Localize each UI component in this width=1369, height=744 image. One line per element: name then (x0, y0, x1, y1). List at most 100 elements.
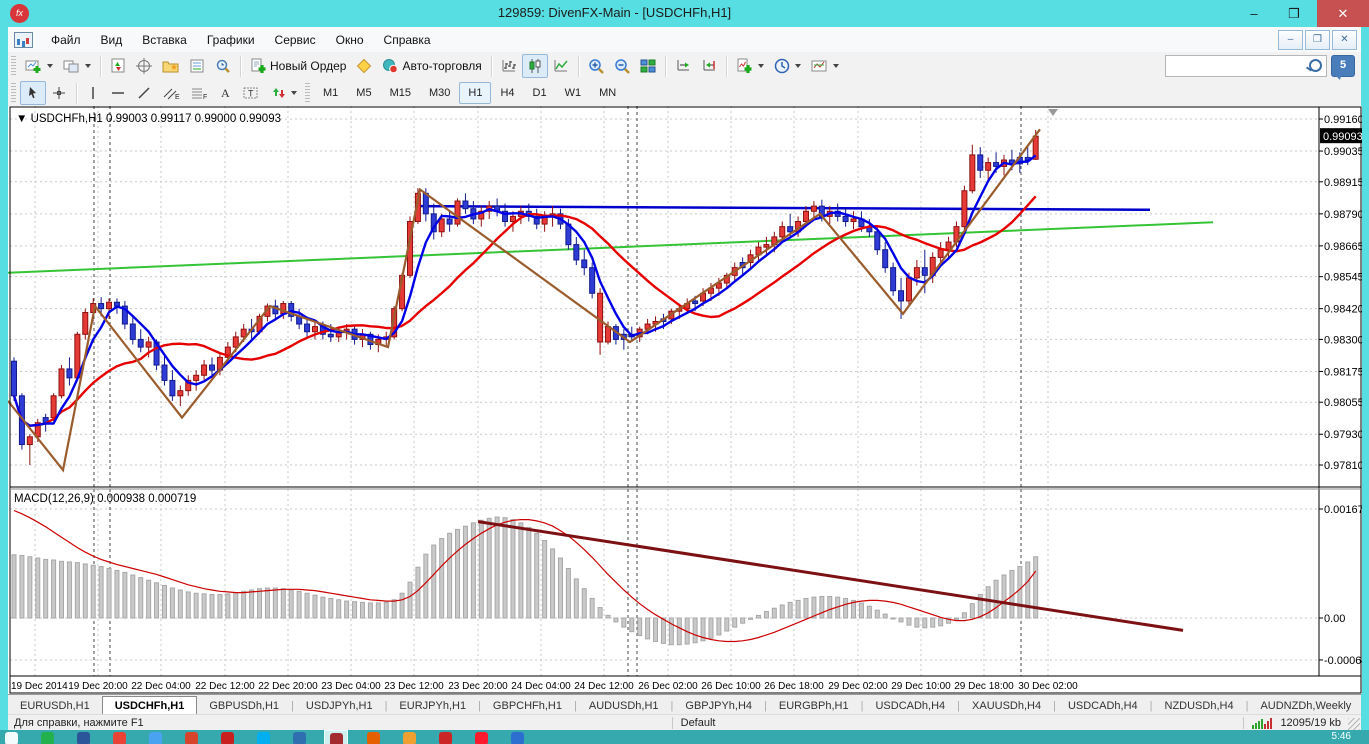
menu-item-Сервис[interactable]: Сервис (265, 29, 326, 51)
metaeditor-button[interactable] (351, 54, 377, 78)
cursor-tool-button[interactable] (20, 81, 46, 105)
market-watch-button[interactable] (105, 54, 131, 78)
search-icon[interactable] (1309, 59, 1322, 72)
taskbar-store-icon[interactable] (36, 730, 58, 744)
taskbar-word-icon[interactable] (72, 730, 94, 744)
taskbar-denwer-icon[interactable] (180, 730, 202, 744)
timeframe-MN-button[interactable]: MN (590, 82, 625, 104)
chart-shift-button[interactable] (696, 54, 722, 78)
indicators-button[interactable] (731, 54, 769, 78)
toolbar-handle[interactable] (305, 83, 310, 103)
profiles-button[interactable] (58, 54, 96, 78)
auto-scroll-button[interactable] (670, 54, 696, 78)
toolbar-handle[interactable] (11, 83, 16, 103)
timeframe-W1-button[interactable]: W1 (556, 82, 591, 104)
chart-line-button[interactable] (548, 54, 574, 78)
vertical-line-tool-button[interactable] (81, 81, 105, 105)
taskbar-amber-app-icon[interactable] (398, 730, 420, 744)
strategy-tester-button[interactable] (210, 54, 236, 78)
trendline-tool-button[interactable] (131, 81, 157, 105)
toolbar-handle[interactable] (11, 56, 16, 76)
taskbar-antivirus-icon[interactable] (216, 730, 238, 744)
window-close-button[interactable]: ✕ (1317, 0, 1369, 27)
dropdown-arrow-icon[interactable] (47, 64, 53, 68)
chart-tab-USDJPYh,H1[interactable]: USDJPYh,H1 (294, 697, 385, 715)
chart-tab-USDCADh,H4[interactable]: USDCADh,H4 (1056, 697, 1150, 715)
window-maximize-button[interactable]: ❒ (1275, 0, 1313, 27)
menu-item-Графики[interactable]: Графики (197, 29, 265, 51)
channel-tool-button[interactable]: E (157, 81, 185, 105)
terminal-button[interactable] (184, 54, 210, 78)
timeframe-M15-button[interactable]: M15 (381, 82, 420, 104)
chart-tab-EURJPYh,H1[interactable]: EURJPYh,H1 (387, 697, 478, 715)
chart-bars-button[interactable] (496, 54, 522, 78)
menu-item-Вставка[interactable]: Вставка (132, 29, 197, 51)
tile-windows-button[interactable] (635, 54, 661, 78)
dropdown-arrow-icon[interactable] (85, 64, 91, 68)
taskbar-drive-icon[interactable] (144, 730, 166, 744)
chart-area[interactable]: 0.991600.990350.989150.987900.986650.985… (8, 106, 1362, 694)
search-input[interactable] (1169, 57, 1308, 75)
text-tool-button[interactable]: A (213, 81, 237, 105)
chart-tab-EURGBPh,H1[interactable]: EURGBPh,H1 (767, 697, 861, 715)
menu-item-Окно[interactable]: Окно (326, 29, 374, 51)
taskbar-chrome-icon[interactable] (108, 730, 130, 744)
symbol-ohlc-label[interactable]: ▼ USDCHFh,H1 0.99003 0.99117 0.99000 0.9… (16, 113, 281, 125)
chart-tab-GBPJPYh,H4[interactable]: GBPJPYh,H4 (673, 697, 764, 715)
status-profile-text[interactable]: Default (681, 717, 716, 729)
dropdown-arrow-icon[interactable] (795, 64, 801, 68)
notifications-button[interactable]: 5 (1331, 55, 1355, 77)
periods-button[interactable] (769, 54, 806, 78)
autotrading-button[interactable]: Авто-торговля (377, 54, 486, 78)
timeframe-H1-button[interactable]: H1 (459, 82, 491, 104)
child-restore-button[interactable]: ❒ (1305, 30, 1330, 50)
window-minimize-button[interactable]: – (1235, 0, 1273, 27)
data-window-button[interactable] (131, 54, 157, 78)
timeframe-D1-button[interactable]: D1 (524, 82, 556, 104)
chart-window-icon[interactable] (14, 32, 33, 48)
chart-tab-AUDUSDh,H1[interactable]: AUDUSDh,H1 (577, 697, 671, 715)
chart-tab-GBPUSDh,H1[interactable]: GBPUSDh,H1 (197, 697, 291, 715)
taskbar-start-icon[interactable] (0, 730, 22, 744)
chart-tab-AUDNZDh,Weekly[interactable]: AUDNZDh,Weekly (1248, 697, 1363, 715)
chart-tab-USDCHFh,H1[interactable]: USDCHFh,H1 (102, 696, 198, 715)
taskbar-metatrader-icon[interactable] (324, 730, 348, 744)
timeframe-M5-button[interactable]: M5 (347, 82, 380, 104)
timeframe-M30-button[interactable]: M30 (420, 82, 459, 104)
chart-tab-USDCADh,H4[interactable]: USDCADh,H4 (863, 697, 957, 715)
chart-candles-button[interactable] (522, 54, 548, 78)
timeframe-M1-button[interactable]: M1 (314, 82, 347, 104)
taskbar-browser2-icon[interactable] (362, 730, 384, 744)
zoom-in-button[interactable] (583, 54, 609, 78)
navigator-button[interactable] (157, 54, 184, 78)
taskbar-skype-icon[interactable] (252, 730, 274, 744)
text-label-tool-button[interactable]: T (237, 81, 265, 105)
dropdown-arrow-icon[interactable] (291, 91, 297, 95)
child-close-button[interactable]: ✕ (1332, 30, 1357, 50)
dropdown-arrow-icon[interactable] (833, 64, 839, 68)
new-order-button[interactable]: Новый Ордер (245, 54, 351, 78)
dropdown-arrow-icon[interactable] (758, 64, 764, 68)
chart-tab-XAUUSDh,H4[interactable]: XAUUSDh,H4 (960, 697, 1053, 715)
horizontal-line-tool-button[interactable] (105, 81, 131, 105)
child-minimize-button[interactable]: – (1278, 30, 1303, 50)
fibonacci-tool-button[interactable]: F (185, 81, 213, 105)
taskbar-console-icon[interactable] (288, 730, 310, 744)
arrows-tool-button[interactable] (265, 81, 302, 105)
taskbar-settings-icon[interactable] (434, 730, 456, 744)
chart-tab-GBPCHFh,H1[interactable]: GBPCHFh,H1 (481, 697, 574, 715)
zoom-out-button[interactable] (609, 54, 635, 78)
chart-tab-EURUSDh,H1[interactable]: EURUSDh,H1 (8, 697, 102, 715)
menu-item-Справка[interactable]: Справка (374, 29, 441, 51)
timeframe-H4-button[interactable]: H4 (491, 82, 523, 104)
new-chart-button[interactable] (20, 54, 58, 78)
chart-tab-NZDUSDh,H4[interactable]: NZDUSDh,H4 (1153, 697, 1246, 715)
price-chart-svg[interactable]: 0.991600.990350.989150.987900.986650.985… (8, 106, 1362, 694)
crosshair-tool-button[interactable] (46, 81, 72, 105)
menu-item-Вид[interactable]: Вид (91, 29, 133, 51)
templates-button[interactable] (806, 54, 844, 78)
resize-grip[interactable] (1348, 718, 1360, 730)
taskbar-opera-icon[interactable] (470, 730, 492, 744)
menu-item-Файл[interactable]: Файл (41, 29, 91, 51)
taskbar-firefox-icon[interactable] (506, 730, 528, 744)
